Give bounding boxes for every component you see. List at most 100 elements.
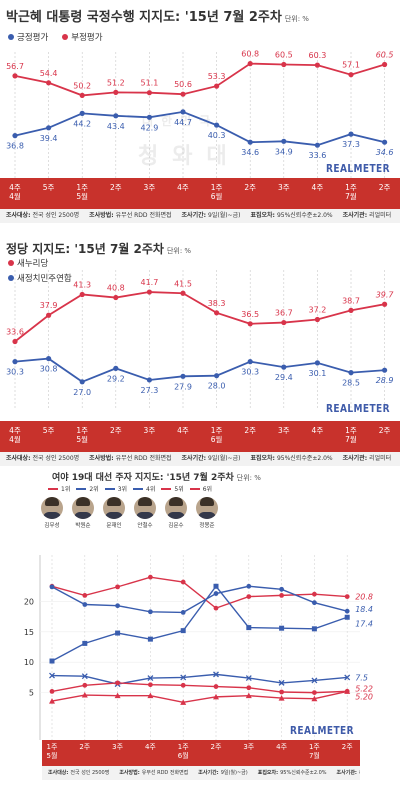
series-line <box>14 357 385 383</box>
chart2-title-text: 정당 지지도: '15년 7월 2주차 <box>6 242 164 256</box>
data-label: 38.7 <box>342 296 360 305</box>
data-label: 60.8 <box>241 50 259 59</box>
data-point <box>180 290 186 296</box>
data-label: 41.3 <box>73 280 91 289</box>
end-value-label: 20.8 <box>355 593 373 602</box>
data-point <box>180 699 187 705</box>
data-point <box>348 370 354 376</box>
x-tick-label: 2주 <box>244 183 257 192</box>
data-label: 27.0 <box>73 388 91 397</box>
footer-item: 조사기관:리얼미터 <box>343 452 392 466</box>
data-point <box>147 692 154 699</box>
x-tick-label: 1주 6월 <box>210 183 223 201</box>
data-point <box>147 675 154 681</box>
data-point <box>311 695 318 702</box>
data-point <box>344 614 350 620</box>
x-tick-label: 2주 <box>341 743 353 751</box>
footer-item: 조사대상: 전국 성인 2500명 <box>6 452 79 466</box>
x-tick-label: 2주 <box>109 183 122 192</box>
legend-rank-label: 1위 <box>61 486 71 493</box>
footer-item: 조사기관:리얼미터 <box>337 766 360 780</box>
footer-item: 조사대상: 전국 성인 2500명 <box>48 766 109 780</box>
data-point <box>214 122 220 128</box>
data-point <box>246 685 252 691</box>
data-point <box>213 583 219 589</box>
data-point <box>46 312 52 318</box>
y-tick-label: 10 <box>24 658 34 667</box>
data-label: 53.3 <box>208 72 226 81</box>
legend-rank-3: 3위 <box>104 484 127 493</box>
footer-item: 조사기간: 9일(월)~금) <box>182 209 241 223</box>
end-value-label: 7.5 <box>355 673 368 682</box>
y-tick-label: 20 <box>24 597 34 606</box>
data-point <box>213 684 219 689</box>
chart1-title-text: 박근혜 대통령 국정수행 지지도: '15년 7월 2주차 <box>6 10 282 25</box>
data-label: 38.3 <box>208 299 226 308</box>
candidate-name: 정몽준 <box>199 523 215 529</box>
footer-value: 전국 성인 2500명 <box>70 770 110 776</box>
footer-key: 표집오차: <box>250 455 275 462</box>
footer-key: 조사대상: <box>6 455 31 462</box>
x-tick-label: 2주 <box>378 183 391 192</box>
data-point <box>382 301 388 307</box>
data-label: 54.4 <box>40 69 58 78</box>
chart1-watermark: 청와대 <box>138 144 241 169</box>
candidate-photo <box>196 497 218 519</box>
x-tick-label: 1주 6월 <box>177 743 189 760</box>
footer-key: 조사대상: <box>6 212 31 219</box>
data-label: 28.5 <box>342 379 360 388</box>
legend-negative: 부정평가 <box>62 31 103 43</box>
data-point <box>245 675 252 681</box>
footer-item: 조사기간: 9일(월)~금) <box>182 452 241 466</box>
data-label: 37.3 <box>342 140 360 149</box>
data-label: 30.1 <box>308 369 326 378</box>
data-label: 27.9 <box>174 382 192 391</box>
data-point <box>344 688 351 694</box>
data-label: 44.2 <box>73 119 91 128</box>
footer-key: 조사기관: <box>342 212 368 219</box>
data-point <box>12 359 18 365</box>
x-tick-label: 1주 5월 <box>76 426 89 444</box>
data-point <box>82 682 88 688</box>
series-line <box>51 673 348 685</box>
data-label: 60.5 <box>275 51 293 60</box>
legend-rank-marker <box>189 487 200 490</box>
footer-item: 표집오차: 95%신뢰수준±2.0% <box>258 766 327 780</box>
data-point <box>81 673 88 680</box>
series-line <box>51 690 348 704</box>
legend-rank-marker <box>104 487 115 490</box>
footer-key: 조사방법: <box>119 770 140 776</box>
footer-key: 조사방법: <box>89 455 114 462</box>
end-value-label: 5.22 <box>355 684 373 693</box>
footer-key: 조사기간: <box>198 770 219 776</box>
chart2-title: 정당 지지도: '15년 7월 2주차 단위: % <box>6 240 191 257</box>
x-tick-label: 3주 <box>143 426 156 435</box>
data-label: 39.4 <box>40 134 58 143</box>
data-label: 42.9 <box>140 123 158 132</box>
data-label: 39.7 <box>376 290 395 299</box>
legend-negative-marker <box>62 34 69 40</box>
data-label: 34.6 <box>376 148 394 157</box>
data-point <box>114 692 121 699</box>
footer-item: 조사방법: 유무선 RDD 전화면접 <box>89 209 171 223</box>
candidate-name: 문재인 <box>106 523 122 529</box>
chart1-plot: 36.8 39.4 44.2 43.4 42.9 44.7 40.3 34.6 34.9 33.6… <box>6 50 394 178</box>
footer-value: 유무선 RDD 전화면접 <box>115 455 172 462</box>
data-label: 36.7 <box>275 309 293 318</box>
data-point <box>344 594 350 599</box>
footer-key: 표집오차: <box>250 212 275 219</box>
x-tick-label: 1주 7월 <box>345 426 357 444</box>
end-value-label: 17.4 <box>355 619 373 628</box>
data-point <box>180 579 186 585</box>
data-label: 37.2 <box>308 306 326 315</box>
chart1-brand: REALMETER <box>326 162 390 175</box>
x-tick-label: 5주 <box>42 426 55 435</box>
chart3-unit: 단위: % <box>236 474 261 482</box>
data-label: 50.2 <box>73 81 91 90</box>
data-point <box>314 142 320 148</box>
data-point <box>279 592 284 598</box>
chart3-title: 여야 19대 대선 주자 지지도: '15년 7월 2주차 단위: % <box>52 470 261 483</box>
data-point <box>344 674 351 681</box>
data-point <box>82 640 88 646</box>
candidate-photo <box>103 497 125 519</box>
